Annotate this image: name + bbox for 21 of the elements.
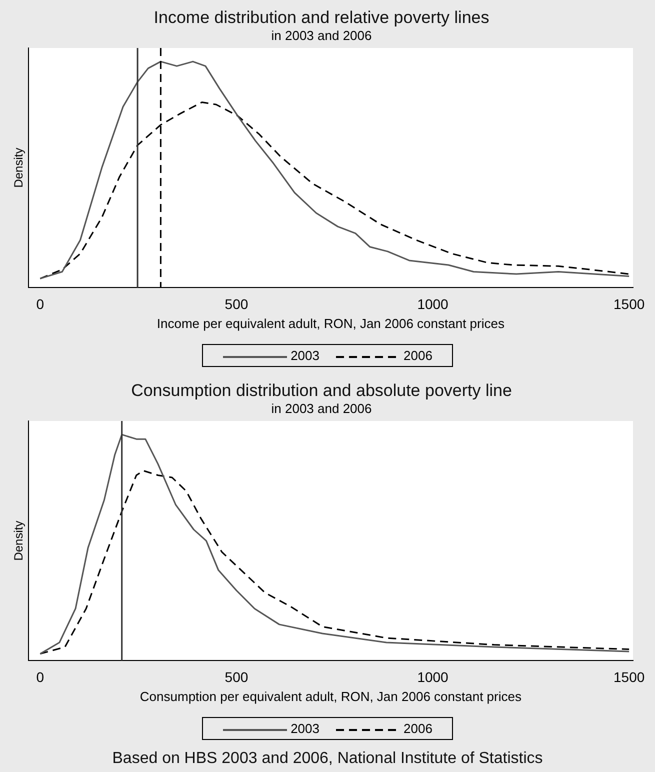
x-tick-label: 1000 <box>417 668 449 685</box>
legend-label: 2003 <box>290 721 320 736</box>
chart-title: Consumption distribution and absolute poverty line <box>131 380 512 400</box>
chart-subtitle: in 2003 and 2006 <box>271 28 372 43</box>
chart-subtitle: in 2003 and 2006 <box>271 400 372 416</box>
x-tick-label: 0 <box>36 668 44 685</box>
x-tick-label: 1500 <box>613 668 645 685</box>
x-tick-label: 1500 <box>613 296 645 312</box>
x-tick-label: 500 <box>224 668 248 685</box>
legend-label: 2006 <box>404 721 432 736</box>
x-tick-label: 500 <box>224 296 248 312</box>
text: Based on HBS 2003 and 2006, National Institute of Statistics <box>111 749 544 769</box>
legend-label: 2003 <box>290 348 320 363</box>
x-axis-title: Consumption per equivalent adult, RON, Jan 2006 constant prices <box>140 688 522 704</box>
x-tick-label: 0 <box>36 296 44 312</box>
legend-label: 2006 <box>404 348 432 363</box>
x-axis-title: Income per equivalent adult, RON, Jan 2006 constant prices <box>156 316 505 331</box>
y-axis-title: Density <box>12 148 26 188</box>
y-axis-title: Density <box>12 520 26 561</box>
x-tick-label: 1000 <box>417 296 449 312</box>
chart-title: Income distribution and relative poverty lines <box>154 8 490 27</box>
